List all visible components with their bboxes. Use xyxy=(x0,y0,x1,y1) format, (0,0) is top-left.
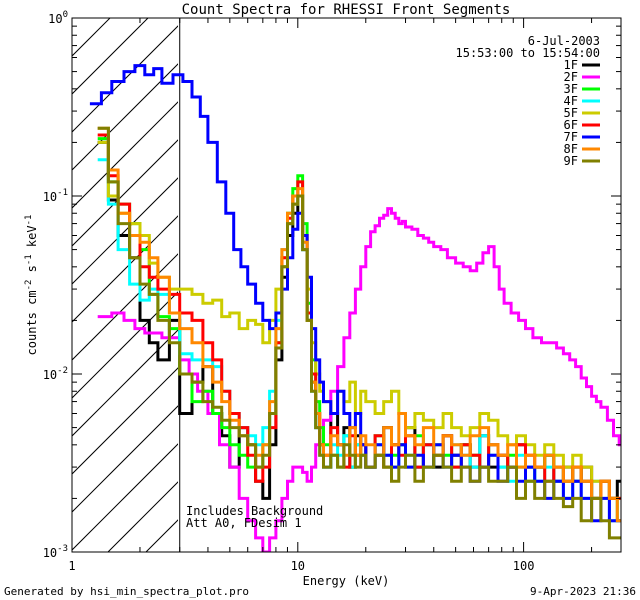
y-tick-label: 10-2 xyxy=(43,366,68,382)
series-8f xyxy=(97,126,621,523)
legend-label: 6F xyxy=(564,118,578,132)
series-2f xyxy=(97,207,621,552)
y-tick-labels: 10-3 10-2 10-1 100 xyxy=(43,10,68,560)
series-9f xyxy=(97,126,621,540)
y-tick-label: 10-1 xyxy=(43,188,68,204)
y-tick-label: 10-3 xyxy=(43,544,68,560)
annotation-background: Includes Background xyxy=(186,504,323,518)
footer-timestamp: 9-Apr-2023 21:36 xyxy=(530,585,636,598)
hatch-line xyxy=(72,25,178,133)
legend-label: 1F xyxy=(564,58,578,72)
chart-title: Count Spectra for RHESSI Front Segments xyxy=(182,2,511,18)
legend-label: 8F xyxy=(564,142,578,156)
x-tick-labels: 1 10 100 xyxy=(68,559,534,573)
legend-date: 6-Jul-2003 xyxy=(528,34,600,48)
hatch-line xyxy=(72,443,178,551)
y-tick-label: 100 xyxy=(48,10,68,26)
legend-label: 2F xyxy=(564,70,578,84)
legend-label: 3F xyxy=(564,82,578,96)
hatch-line xyxy=(72,101,178,209)
annotation-attenuator: Att A0, FDesim 1 xyxy=(186,516,302,530)
hatch-line xyxy=(72,215,178,323)
hatch-line xyxy=(107,481,178,552)
legend-time-range: 15:53:00 to 15:54:00 xyxy=(456,46,601,60)
hatch-line xyxy=(72,367,178,475)
x-tick-label: 10 xyxy=(291,559,305,573)
hatch-line xyxy=(72,63,178,171)
hatch-line xyxy=(72,253,178,361)
x-axis-label: Energy (keV) xyxy=(303,574,390,588)
axis-ticks xyxy=(71,17,621,553)
legend-label: 4F xyxy=(564,94,578,108)
x-tick-label: 1 xyxy=(68,559,75,573)
series-layer xyxy=(89,64,621,552)
legend-label: 7F xyxy=(564,130,578,144)
x-tick-label: 100 xyxy=(513,559,535,573)
legend-label: 5F xyxy=(564,106,578,120)
y-axis-label: counts cm-2 s-1 keV-1 xyxy=(24,215,39,356)
footer-generated-by: Generated by hsi_min_spectra_plot.pro xyxy=(4,585,249,598)
hatch-line xyxy=(72,18,73,19)
plot-frame xyxy=(71,17,622,553)
hatch-line xyxy=(72,405,178,513)
hatch-line xyxy=(72,18,111,57)
legend-label: 9F xyxy=(564,154,578,168)
legend: 6-Jul-2003 15:53:00 to 15:54:00 1F2F3F4F… xyxy=(456,34,601,168)
hatch-line xyxy=(72,291,178,399)
